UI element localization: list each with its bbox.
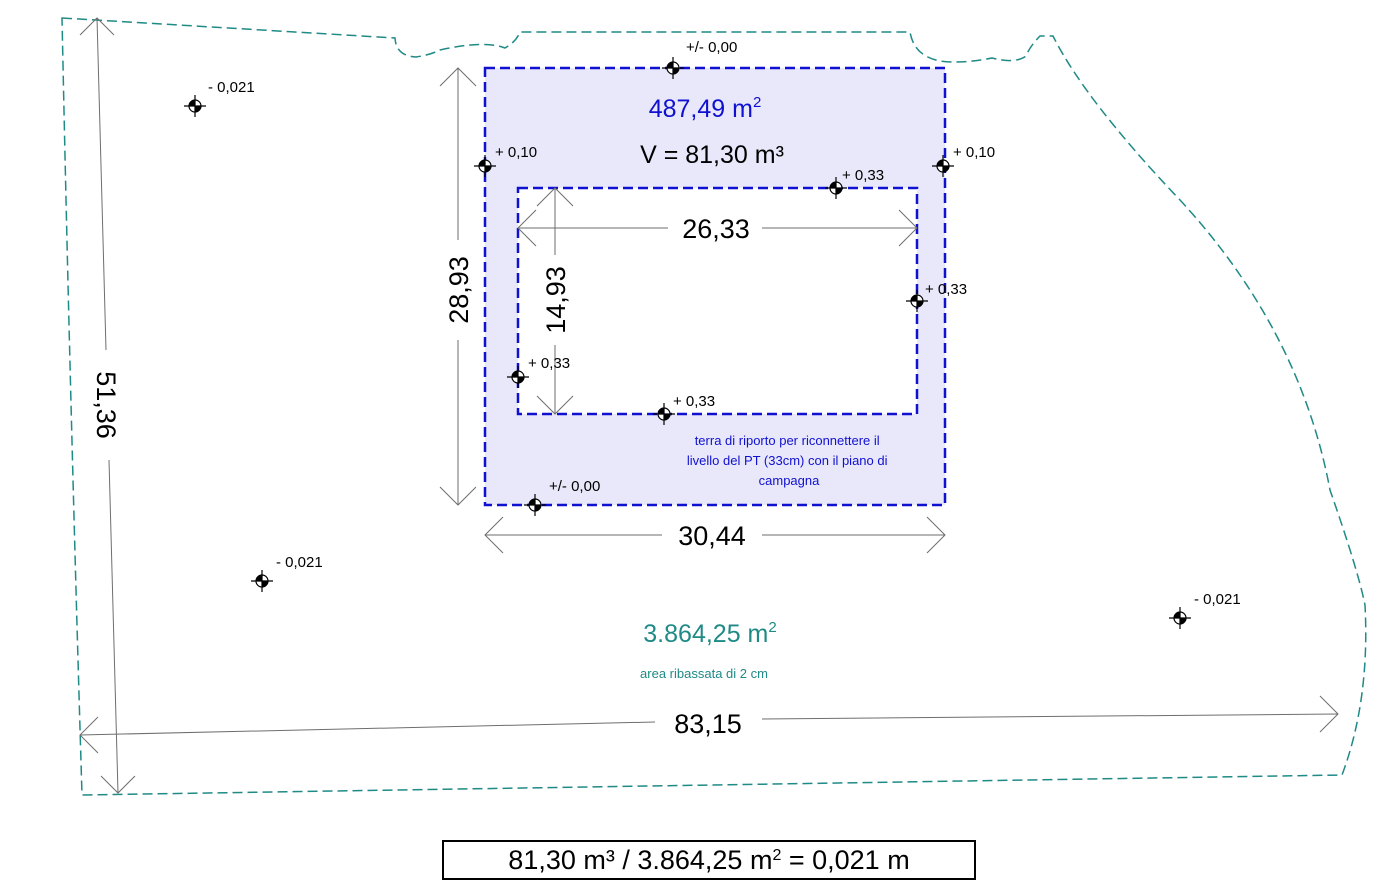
site-depth-label: 51,36 (91, 371, 121, 439)
level-marker-icon (1169, 607, 1191, 629)
level-marker-label: + 0,10 (495, 144, 537, 161)
site-width-dimension: 83,15 (79, 695, 1339, 754)
building-width-dimension: 26,33 (517, 209, 918, 247)
level-marker-bldg-right: + 0,33 (906, 281, 967, 312)
site-area-note: area ribassata di 2 cm (640, 666, 768, 681)
formula-exponent: 2 (772, 847, 782, 864)
site-boundary (61, 17, 1367, 796)
fill-zone-note: terra di riporto per riconnettere il liv… (687, 433, 891, 488)
level-marker-bldg-bottom: + 0,33 (653, 393, 715, 425)
site-area: 3.864,25 m2 (643, 619, 776, 648)
site-depth-dimension: 51,36 (79, 17, 136, 794)
building-footprint (516, 186, 919, 416)
zone-depth-dimension: 28,93 (439, 67, 477, 506)
level-marker-icon (662, 57, 684, 79)
level-marker-label: - 0,021 (1194, 591, 1241, 608)
level-marker-label: +/- 0,00 (549, 478, 600, 495)
level-marker-label: + 0,33 (842, 167, 884, 184)
level-marker-icon (932, 155, 954, 177)
level-marker-site-sw: - 0,021 (251, 554, 323, 592)
level-marker-label: + 0,33 (673, 393, 715, 410)
level-marker-icon (507, 366, 529, 388)
level-marker-label: + 0,33 (925, 281, 967, 298)
building-depth-label: 14,93 (541, 266, 571, 334)
level-marker-icon (653, 403, 675, 425)
level-markers: - 0,021 - 0,021 - 0,021 +/- 0,00 +/- 0,00 + 0… (184, 39, 1241, 629)
zone-depth-label: 28,93 (444, 256, 474, 324)
fill-zone-area: 487,49 m2 (649, 94, 762, 123)
building-depth-dimension: 14,93 (536, 187, 574, 415)
zone-width-label: 30,44 (678, 521, 746, 551)
fill-zone-volume: V = 81,30 m³ (640, 141, 784, 169)
formula-text-b: = 0,021 m (781, 844, 910, 875)
level-marker-label: - 0,021 (208, 79, 255, 96)
level-marker-icon (524, 494, 546, 516)
level-marker-zone-left: + 0,10 (474, 144, 537, 177)
level-marker-bldg-top: + 0,33 (825, 167, 884, 199)
level-marker-icon (474, 155, 496, 177)
level-marker-icon (825, 177, 847, 199)
level-marker-label: - 0,021 (276, 554, 323, 571)
level-marker-zone-bottom: +/- 0,00 (524, 478, 600, 516)
level-marker-bldg-left: + 0,33 (507, 355, 570, 388)
level-marker-zone-top: +/- 0,00 (662, 39, 737, 79)
zone-width-dimension: 30,44 (484, 516, 946, 554)
level-marker-icon (251, 570, 273, 592)
level-marker-label: + 0,10 (953, 144, 995, 161)
level-marker-zone-right: + 0,10 (932, 144, 995, 177)
level-marker-icon (184, 95, 206, 117)
formula-text-a: 81,30 m³ / 3.864,25 m (508, 844, 773, 875)
level-marker-icon (906, 290, 928, 312)
level-marker-site-e: - 0,021 (1169, 591, 1241, 629)
level-marker-label: + 0,33 (528, 355, 570, 372)
level-marker-site-nw: - 0,021 (184, 79, 255, 117)
building-width-label: 26,33 (682, 214, 750, 244)
level-marker-label: +/- 0,00 (686, 39, 737, 56)
site-width-label: 83,15 (674, 709, 742, 739)
